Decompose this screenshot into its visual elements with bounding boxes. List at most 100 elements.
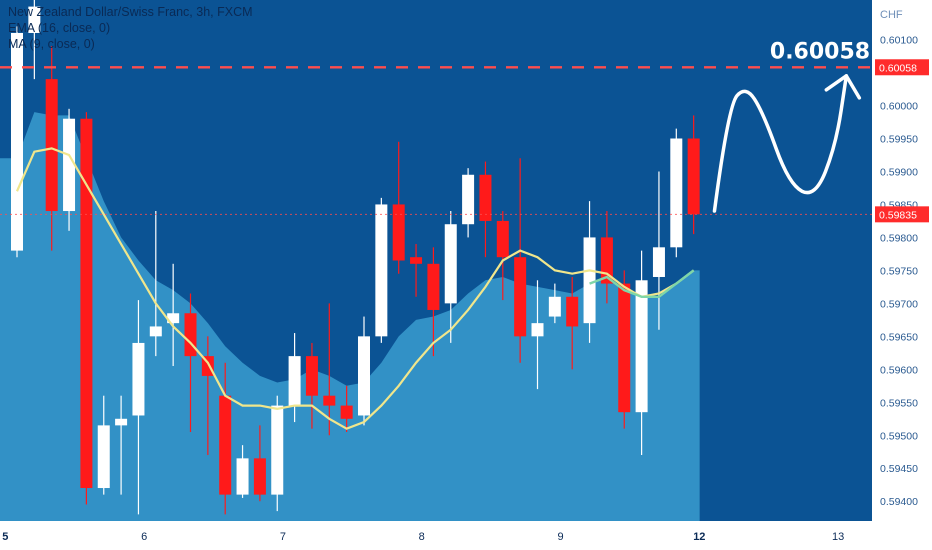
y-tick-label: 0.59700: [880, 298, 918, 310]
candle-body: [115, 418, 128, 426]
projection-arrow-head: [824, 74, 862, 100]
x-tick-label: 13: [832, 531, 844, 543]
candle-down: [410, 244, 423, 297]
candle-down: [219, 362, 232, 515]
chart-legend: New Zealand Dollar/Swiss Franc, 3h, FXCM…: [8, 4, 253, 52]
candle-up: [236, 445, 249, 498]
y-tick-label: 0.59500: [880, 430, 918, 442]
x-tick-label: 7: [280, 531, 286, 543]
candle-body: [28, 6, 41, 33]
candle-body: [358, 336, 370, 416]
candle-up: [11, 26, 23, 258]
current-price-tag-bg: [875, 206, 929, 223]
candle-body: [635, 280, 648, 413]
candle-body: [201, 356, 214, 376]
y-tick-label: 0.59900: [880, 166, 918, 178]
candle-body: [149, 326, 162, 337]
ema-line: [589, 269, 695, 298]
y-tick-label: 0.59450: [880, 463, 918, 475]
candle-up: [167, 263, 180, 367]
candle-up: [132, 300, 145, 515]
candle-body: [531, 323, 544, 337]
candle-body: [80, 118, 93, 489]
candle-body: [496, 220, 509, 258]
candle-body: [392, 204, 405, 261]
y-tick-label: 0.59750: [880, 265, 918, 277]
candle-up: [444, 211, 457, 343]
candle-up: [149, 211, 162, 357]
y-tick-label: 0.59950: [880, 133, 918, 145]
candle-body: [63, 118, 76, 212]
candle-body: [305, 356, 318, 396]
current-price-tag-text: 0.59835: [879, 209, 917, 221]
ma-legend: MA (9, close, 0): [8, 37, 95, 51]
target-price-tag-bg: [875, 59, 929, 76]
y-tick-label: 0.59600: [880, 364, 918, 376]
y-tick-label: 0.60100: [880, 35, 918, 47]
candle-down: [80, 112, 93, 505]
candle-down: [566, 276, 579, 370]
candle-body: [652, 247, 665, 277]
candle-down: [514, 158, 527, 363]
candle-body: [11, 32, 23, 251]
candle-body: [132, 342, 145, 416]
candle-up: [115, 395, 128, 495]
candle-body: [97, 425, 110, 489]
candle-up: [548, 283, 561, 324]
candle-body: [444, 224, 457, 304]
candle-body: [410, 257, 423, 264]
candle-body: [288, 356, 301, 406]
ema-legend: EMA (16, close, 0): [8, 21, 111, 35]
target-price-tag: 0.60058: [875, 59, 929, 76]
candle-up: [63, 108, 76, 231]
candle-down: [618, 270, 631, 429]
candle-down: [496, 211, 509, 301]
x-tick-label: 12: [693, 531, 705, 543]
candle-down: [201, 336, 214, 456]
candle-body: [184, 313, 197, 357]
candle-body: [271, 405, 284, 495]
candle-body: [548, 296, 561, 317]
candle-body: [566, 296, 579, 327]
candle-up: [583, 201, 596, 343]
candle-up: [28, 0, 41, 80]
x-tick-label: 5: [2, 531, 8, 543]
candle-down: [253, 425, 266, 502]
candle-down: [687, 115, 700, 235]
candle-up: [97, 395, 110, 495]
candle-body: [618, 283, 631, 413]
x-tick-label: 9: [557, 531, 563, 543]
currency-label: CHF: [880, 9, 903, 21]
candle-up: [288, 333, 301, 423]
y-tick-label: 0.59400: [880, 496, 918, 508]
candle-body: [479, 174, 492, 221]
candle-body: [687, 138, 700, 215]
candle-down: [427, 247, 440, 357]
candle-down: [392, 141, 405, 274]
candle-body: [427, 263, 440, 310]
projection-path: [712, 74, 849, 213]
candle-up: [358, 316, 370, 426]
candle-body: [462, 174, 475, 225]
candle-body: [323, 395, 336, 406]
ema-area: [0, 112, 700, 521]
x-tick-label: 6: [141, 531, 147, 543]
candle-body: [45, 79, 58, 212]
candle-down: [305, 342, 318, 429]
candle-up: [635, 250, 648, 456]
y-tick-label: 0.59550: [880, 397, 918, 409]
time-axis-panel: [0, 521, 932, 550]
ma-line: [15, 147, 695, 430]
candle-up: [531, 280, 544, 390]
candle-body: [375, 204, 388, 337]
price-axis-panel: [872, 0, 932, 550]
candle-body: [514, 257, 527, 337]
symbol-title: New Zealand Dollar/Swiss Franc, 3h, FXCM: [8, 5, 253, 19]
candle-up: [375, 197, 388, 343]
x-tick-label: 8: [419, 531, 425, 543]
candle-body: [340, 405, 353, 419]
candle-up: [652, 171, 665, 330]
y-tick-label: 0.60000: [880, 101, 918, 113]
